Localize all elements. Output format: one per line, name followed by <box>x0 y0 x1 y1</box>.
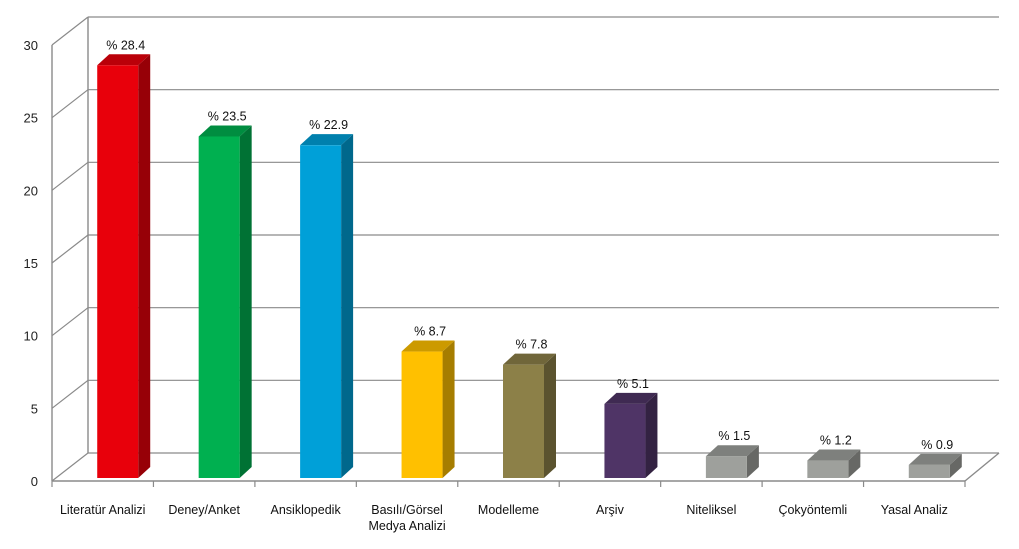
y-tick-label: 20 <box>24 183 38 198</box>
data-label: % 1.5 <box>718 429 750 443</box>
bar <box>300 134 354 479</box>
y-axis-ticks: 0 5 10 15 20 25 30 <box>24 38 38 489</box>
axis-lines <box>51 17 1000 487</box>
bar-front <box>807 460 849 478</box>
bar-front <box>97 65 139 479</box>
bar-front <box>908 464 950 478</box>
bar-top <box>604 392 658 404</box>
bar-top <box>908 453 962 465</box>
floor-edge <box>964 452 1000 482</box>
bar-top <box>401 340 455 352</box>
y-tick-label: 30 <box>24 38 38 53</box>
grid-line-diag <box>51 452 89 482</box>
category-label: Yasal Analiz <box>881 503 948 517</box>
bar-side <box>341 134 354 479</box>
bar <box>908 453 962 478</box>
category-label: Literatür Analizi <box>60 503 145 517</box>
data-labels: % 28.4 % 23.5 % 22.9 % 8.7 % 7.8 % 5.1 % 1.5 % … <box>106 38 953 452</box>
bar-side <box>138 54 151 479</box>
bar-top <box>807 449 861 461</box>
bar-top <box>300 134 354 146</box>
bar-front <box>705 456 747 478</box>
y-tick-label: 25 <box>24 111 38 126</box>
data-label: % 23.5 <box>208 109 247 123</box>
y-tick-label: 15 <box>24 256 38 271</box>
category-labels: Literatür Analizi Deney/Anket Ansiklopedik… <box>60 503 948 533</box>
bar-top <box>705 445 759 457</box>
bar-side <box>645 392 658 478</box>
bar <box>401 340 455 478</box>
bar-front <box>300 145 342 479</box>
category-label: Niteliksel <box>686 503 736 517</box>
data-label: % 22.9 <box>309 118 348 132</box>
category-label: Basılı/Görsel <box>371 503 443 517</box>
data-label: % 1.2 <box>820 434 852 448</box>
grid-line-diag <box>51 379 89 409</box>
bar-top <box>503 353 556 365</box>
category-label: Deney/Anket <box>168 503 240 517</box>
y-tick-label: 5 <box>31 401 38 416</box>
y-tick-label: 10 <box>24 329 38 344</box>
category-label: Medya Analizi <box>368 519 445 533</box>
bar-side <box>949 453 962 478</box>
bar <box>604 392 658 478</box>
category-label: Çokyöntemli <box>778 503 847 517</box>
bar-front <box>503 364 544 478</box>
bar-front <box>198 136 240 478</box>
bar-side <box>442 340 455 478</box>
category-label: Arşiv <box>596 503 625 517</box>
bar-top <box>198 125 252 137</box>
data-label: % 5.1 <box>617 377 649 391</box>
bar <box>503 353 556 478</box>
bar-side <box>239 125 252 478</box>
bar <box>807 449 861 478</box>
data-label: % 0.9 <box>921 438 953 452</box>
data-label: % 8.7 <box>414 325 446 339</box>
data-label: % 7.8 <box>516 338 548 352</box>
grid-line-diag <box>51 161 89 191</box>
bar-front <box>401 351 443 478</box>
bar-side <box>544 353 556 478</box>
y-tick-label: 0 <box>31 474 38 489</box>
category-label: Ansiklopedik <box>271 503 342 517</box>
bar <box>705 445 759 478</box>
category-label: Modelleme <box>478 503 539 517</box>
grid-line-diag <box>51 89 89 119</box>
bar <box>198 125 252 478</box>
grid-line-diag <box>51 234 89 264</box>
bar-top <box>97 54 151 66</box>
bars <box>97 54 962 479</box>
grid-line-diag <box>51 16 89 46</box>
bar-side <box>746 445 759 478</box>
bar-side <box>848 449 861 478</box>
data-label: % 28.4 <box>106 38 145 52</box>
bar <box>97 54 151 479</box>
bar-front <box>604 403 646 478</box>
grid-line-diag <box>51 307 89 337</box>
